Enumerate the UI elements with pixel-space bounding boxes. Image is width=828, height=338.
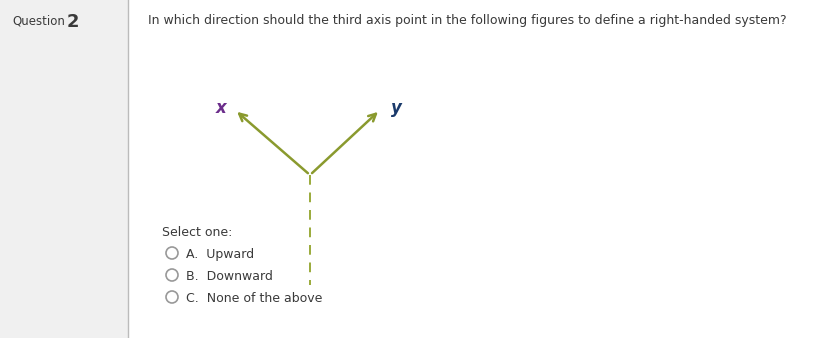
Text: B.  Downward: B. Downward: [185, 270, 272, 283]
Text: 2: 2: [67, 13, 79, 31]
Text: x: x: [215, 99, 226, 117]
FancyBboxPatch shape: [0, 0, 128, 338]
Text: C.  None of the above: C. None of the above: [185, 292, 322, 305]
Text: Select one:: Select one:: [161, 226, 232, 239]
Text: y: y: [390, 99, 401, 117]
Text: In which direction should the third axis point in the following figures to defin: In which direction should the third axis…: [148, 14, 786, 27]
Text: A.  Upward: A. Upward: [185, 248, 254, 261]
Text: Question: Question: [12, 14, 65, 27]
